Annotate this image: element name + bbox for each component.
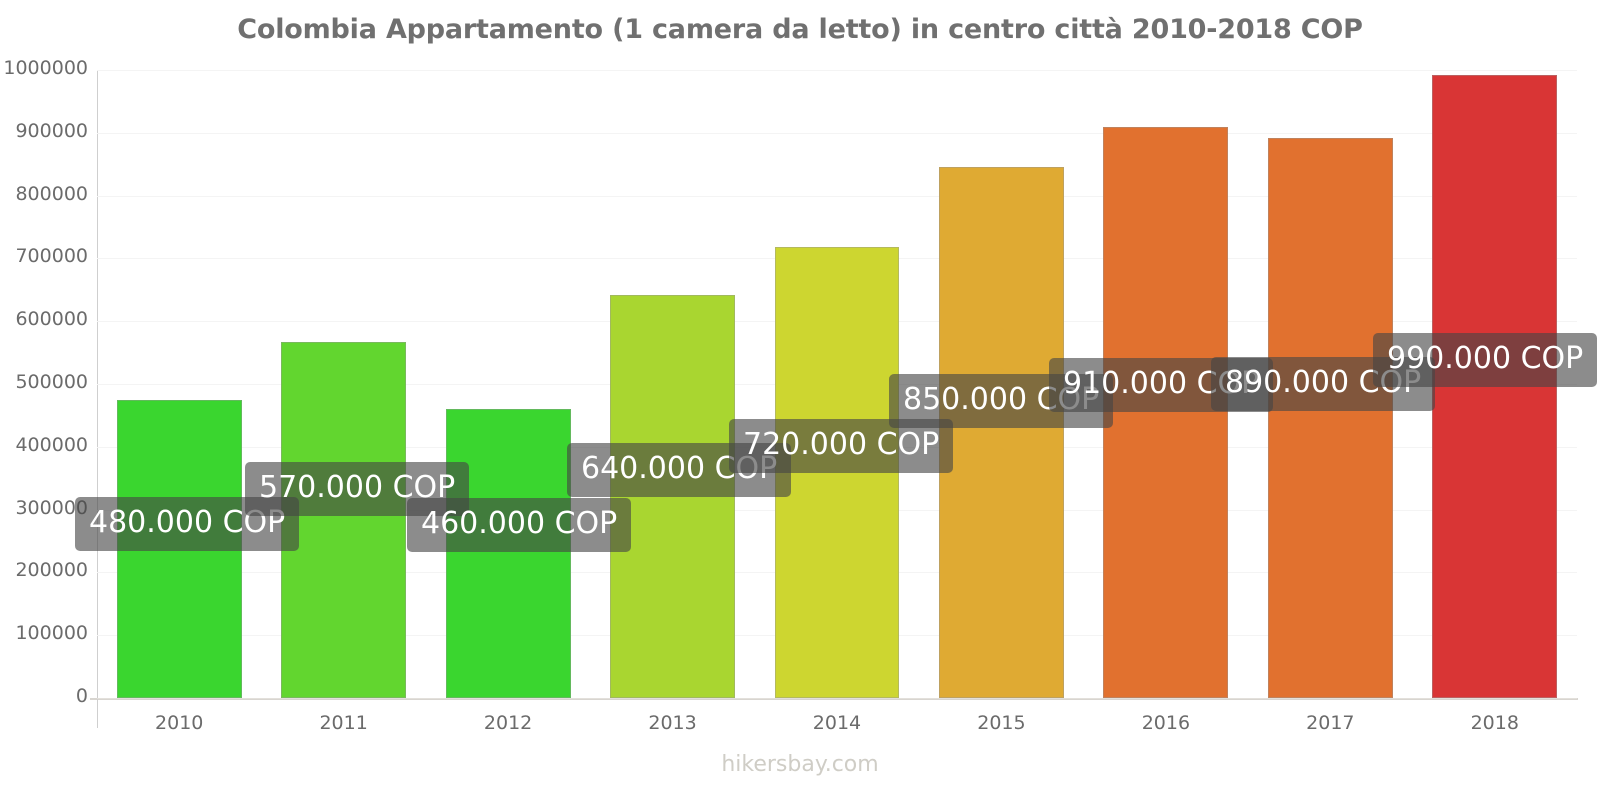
grid-line <box>97 195 1577 197</box>
y-axis-tick-label: 600000 <box>15 308 88 331</box>
grid-line <box>97 70 1577 71</box>
x-axis-origin-tick <box>97 698 98 728</box>
y-axis-tick-label: 700000 <box>15 245 88 268</box>
x-axis-tick-label: 2015 <box>977 712 1026 734</box>
bar[interactable] <box>1267 138 1393 698</box>
grid-line <box>97 132 1577 134</box>
x-axis-tick-label: 2012 <box>483 712 533 734</box>
y-axis-tick-label: 900000 <box>15 119 88 142</box>
x-axis-tick-label: 2013 <box>648 712 697 734</box>
footer-credit: hikersbay.com <box>721 752 879 777</box>
x-axis-tick-label: 2018 <box>1470 712 1519 734</box>
y-axis-tick-label: 0 <box>75 685 88 707</box>
bar[interactable] <box>445 408 571 698</box>
bar-value-label: 990.000 COP <box>1373 333 1598 387</box>
grid-line <box>97 698 1577 699</box>
bar-value-label: 460.000 COP <box>407 498 632 552</box>
y-axis-tick-label: 400000 <box>15 433 88 456</box>
bar[interactable] <box>281 341 407 698</box>
x-axis-tick-label: 2016 <box>1141 712 1191 734</box>
x-axis-tick-label: 2017 <box>1306 712 1355 734</box>
chart-title: Colombia Appartamento (1 camera da letto… <box>237 14 1363 45</box>
bar[interactable] <box>1103 127 1229 698</box>
y-axis-tick-label: 500000 <box>15 371 88 393</box>
y-axis-tick-label: 100000 <box>15 622 88 645</box>
x-axis-tick-label: 2011 <box>319 712 368 734</box>
bar-value-label: 720.000 COP <box>729 419 954 473</box>
y-axis-tick-label: 200000 <box>15 559 88 582</box>
bar[interactable] <box>938 167 1064 698</box>
y-axis-tick-label: 300000 <box>15 496 88 519</box>
y-axis-tick-label: 1000000 <box>3 57 88 79</box>
x-axis-tick-label: 2010 <box>155 712 204 734</box>
y-axis-tick-label: 800000 <box>15 182 88 205</box>
x-axis-line <box>90 698 1578 700</box>
x-axis-tick-label: 2014 <box>812 712 862 734</box>
